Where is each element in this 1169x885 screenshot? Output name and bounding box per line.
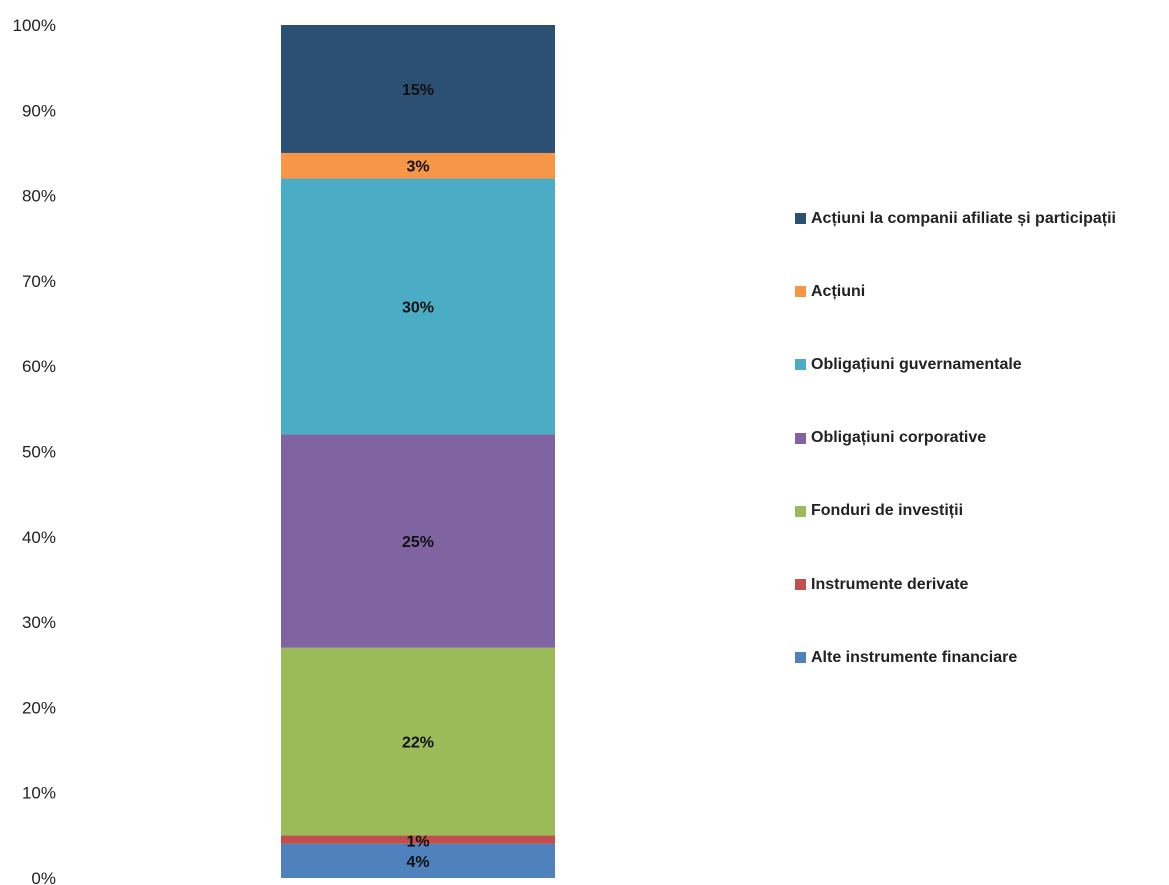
legend-item: Fonduri de investiții	[795, 475, 1116, 548]
y-tick-label: 60%	[22, 357, 56, 376]
legend-swatch	[795, 652, 806, 664]
bar-segment	[281, 434, 555, 648]
bar-segment	[281, 152, 555, 179]
y-tick-label: 50%	[22, 443, 56, 462]
legend-label: Alte instrumente financiare	[811, 648, 1018, 666]
bar-segment	[281, 647, 555, 836]
bar-segment	[281, 835, 555, 844]
data-label: 3%	[406, 159, 429, 176]
y-tick-label: 30%	[22, 613, 56, 632]
data-label: 1%	[406, 833, 429, 850]
legend-swatch	[795, 286, 806, 298]
y-tick-label: 90%	[22, 101, 56, 120]
legend-label: Obligațiuni corporative	[811, 429, 987, 447]
data-label: 25%	[402, 534, 434, 551]
legend-item: Acțiuni	[795, 255, 1116, 328]
y-tick-label: 100%	[13, 16, 56, 35]
legend-swatch	[795, 505, 806, 517]
legend-swatch	[795, 359, 806, 371]
bar-segment	[281, 843, 555, 878]
data-label: 30%	[402, 299, 434, 316]
legend-label: Obligațiuni guvernamentale	[811, 355, 1022, 373]
y-tick-label: 10%	[22, 784, 56, 803]
legend-label: Acțiuni	[811, 282, 866, 300]
y-tick-label: 40%	[22, 528, 56, 547]
legend-item: Obligațiuni corporative	[795, 402, 1116, 475]
legend-item: Acțiuni la companii afiliate și particip…	[795, 182, 1116, 255]
data-label: 22%	[402, 735, 434, 752]
data-label: 15%	[402, 82, 434, 99]
legend-swatch	[795, 432, 806, 444]
legend-label: Fonduri de investiții	[811, 502, 964, 520]
y-tick-label: 70%	[22, 272, 56, 291]
data-label: 4%	[406, 854, 429, 871]
legend-item: Instrumente derivate	[795, 548, 1116, 621]
chart-legend: Acțiuni la companii afiliate și particip…	[795, 182, 1116, 694]
y-tick-label: 80%	[22, 187, 56, 206]
y-tick-label: 0%	[31, 869, 56, 885]
y-tick-label: 20%	[22, 698, 56, 717]
legend-swatch	[795, 579, 806, 591]
legend-item: Alte instrumente financiare	[795, 621, 1116, 694]
bar-segment	[281, 25, 555, 153]
legend-label: Instrumente derivate	[811, 575, 969, 593]
legend-item: Obligațiuni guvernamentale	[795, 328, 1116, 401]
legend-label: Acțiuni la companii afiliate și particip…	[811, 209, 1116, 227]
bar-segment	[281, 178, 555, 435]
legend-swatch	[795, 213, 806, 225]
